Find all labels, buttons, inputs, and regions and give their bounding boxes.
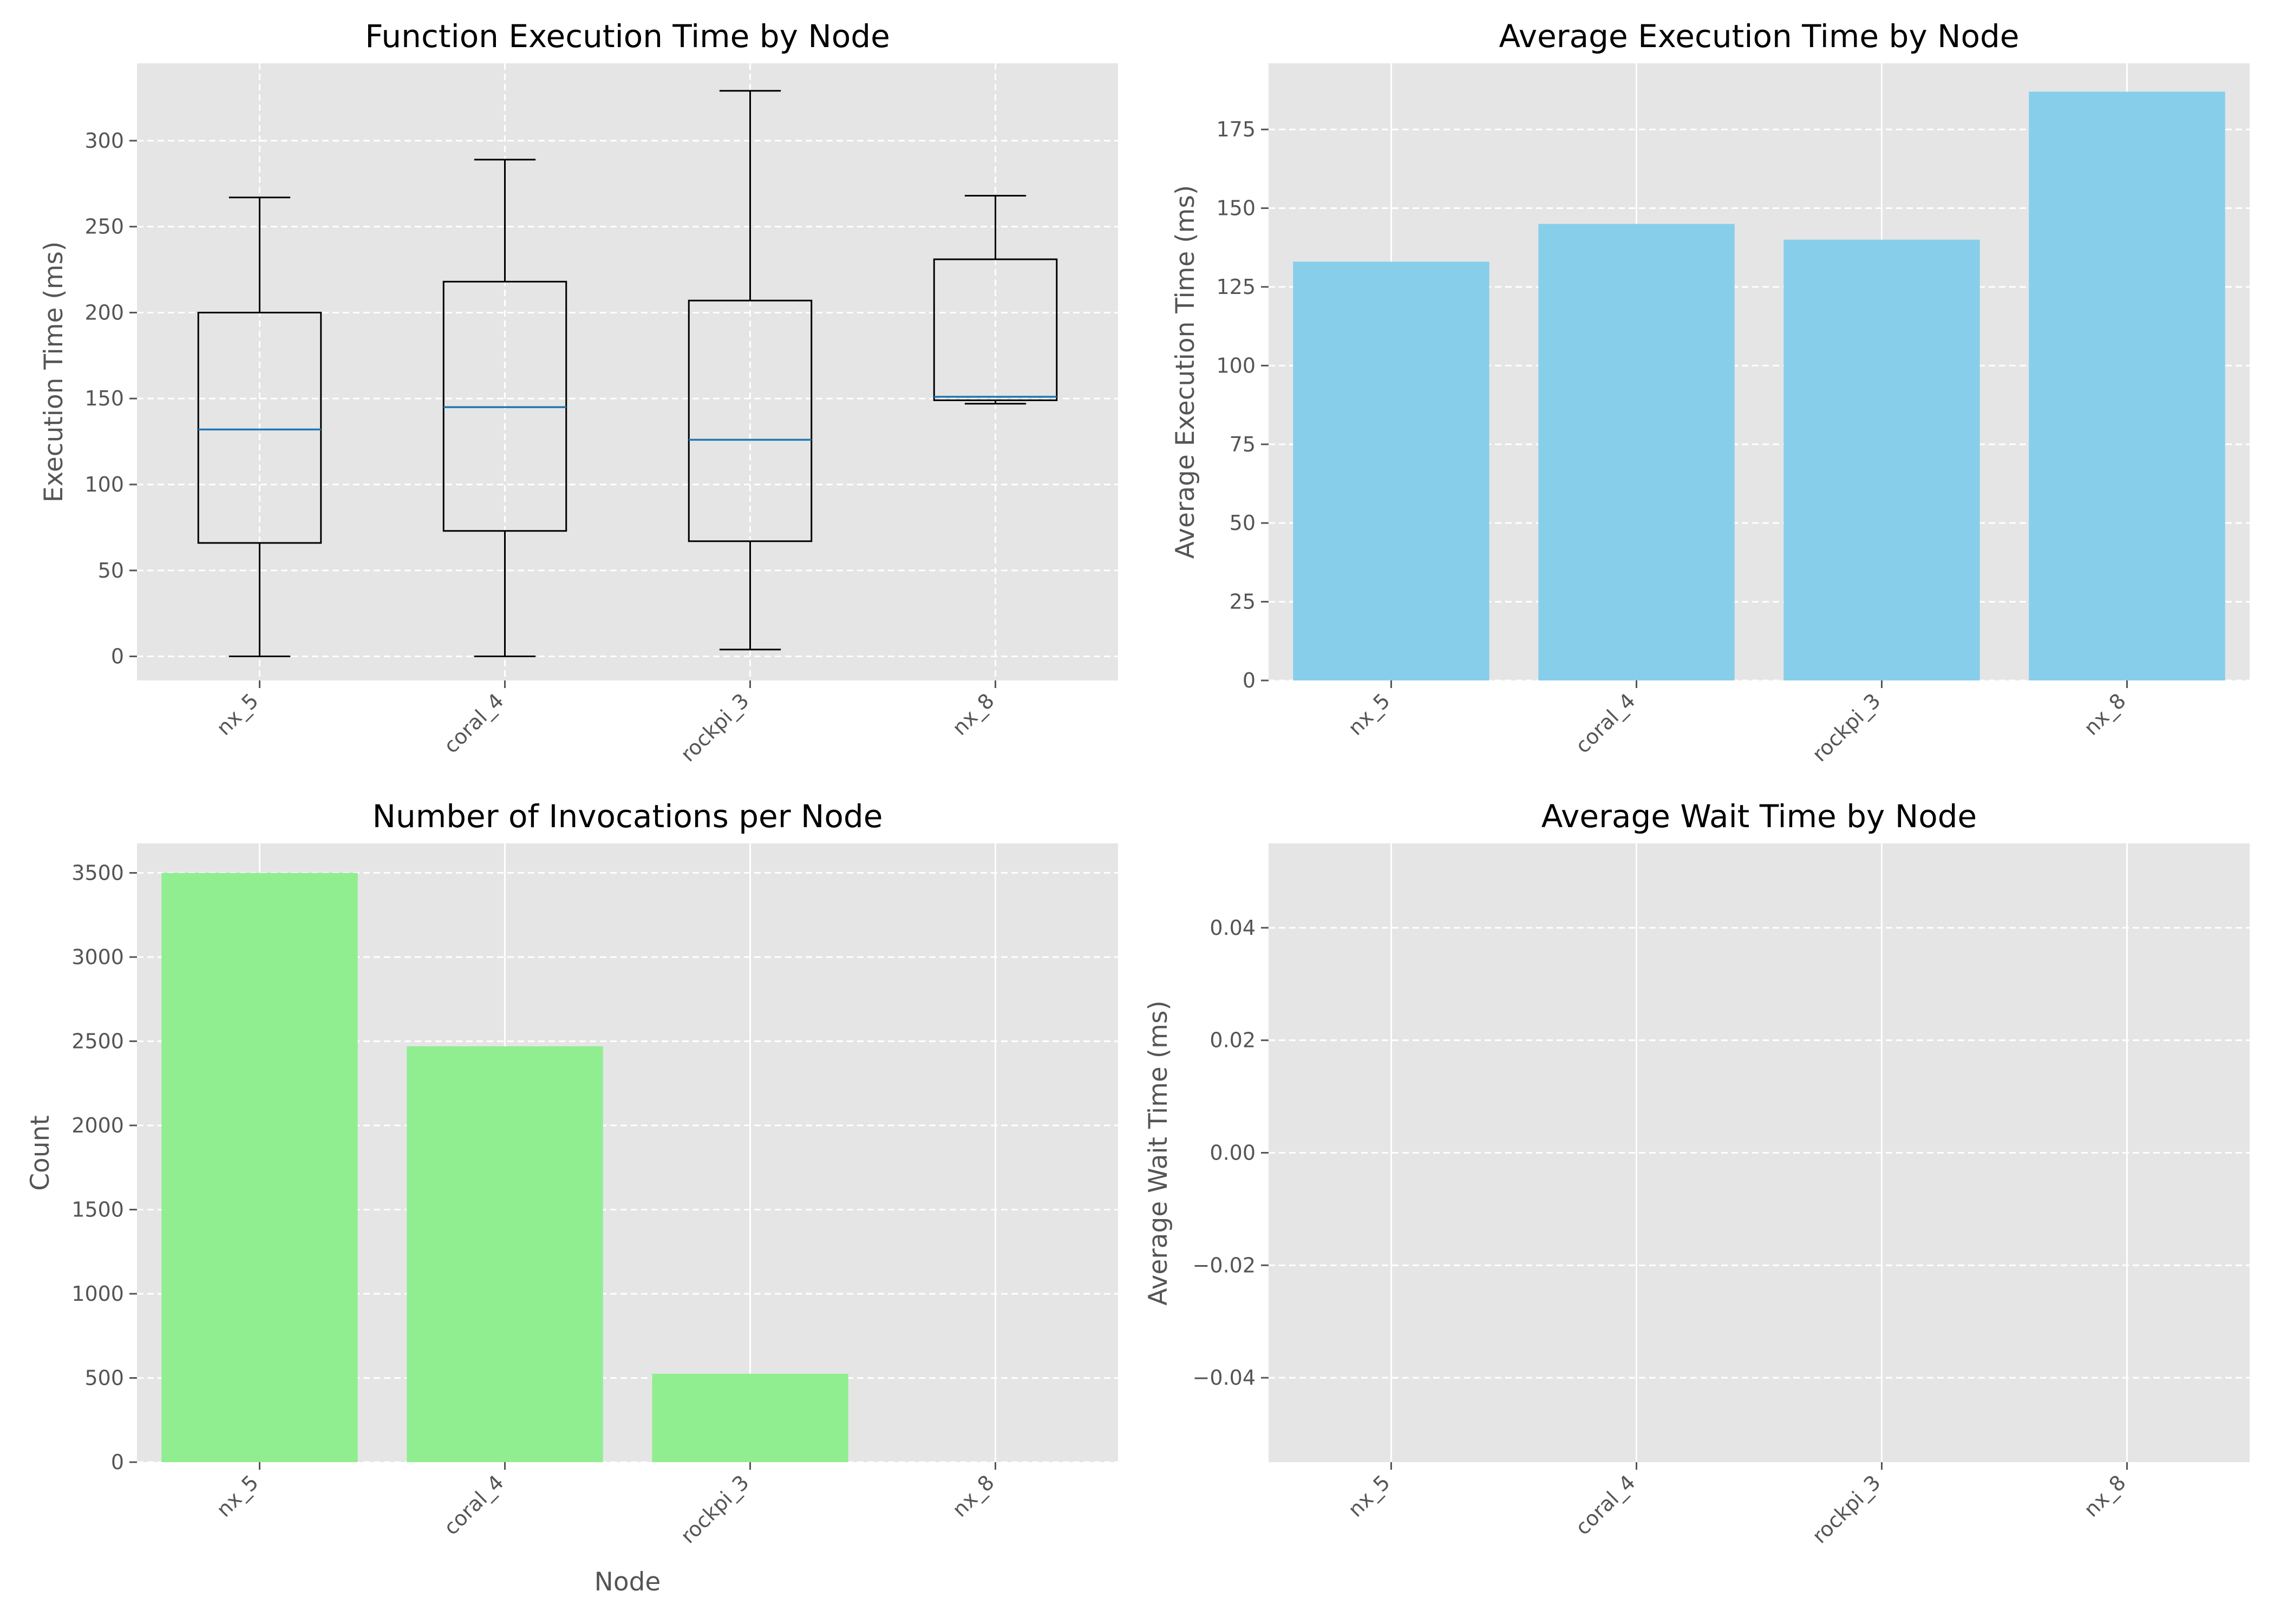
y-tick-label: 0.00: [1210, 1141, 1256, 1165]
x-tick-label: nx_8: [2079, 1470, 2131, 1522]
x-tick-label: coral_4: [1571, 689, 1640, 758]
y-tick-label: 25: [1230, 590, 1256, 614]
y-tick-label: 150: [84, 387, 124, 410]
x-tick-label: rockpi_3: [676, 689, 753, 766]
panel-average-execution-time: nx_5 coral_4 rockpi_3 nx_8 0 25 50 75 100 125 150…: [1171, 18, 2250, 767]
y-tick-label: −0.04: [1193, 1366, 1256, 1390]
box-nx_5: [197, 197, 322, 658]
box-body: [933, 258, 1058, 401]
plot-area-background: [137, 63, 1118, 680]
bar-nx_5: [1293, 261, 1489, 680]
bar-nx_8: [2029, 91, 2225, 681]
x-tick-label: coral_4: [439, 1470, 508, 1540]
y-tick-label: 200: [84, 300, 124, 324]
x-tick-label: coral_4: [1571, 1470, 1640, 1540]
panel-average-wait-time: nx_5 coral_4 rockpi_3 nx_8 −0.04 −0.02 0.00 0.…: [1143, 798, 2250, 1548]
y-tick-label: 1000: [71, 1282, 124, 1306]
x-tick-label: nx_8: [948, 689, 999, 740]
y-tick-label: −0.02: [1193, 1253, 1256, 1277]
panel-invocation-count: nx_5 coral_4 rockpi_3 nx_8 0 500 1000 1500 2000…: [25, 798, 1118, 1597]
y-tick-label: 3500: [71, 861, 124, 885]
y-tick-label: 0.02: [1210, 1029, 1256, 1052]
y-tick-label: 100: [1216, 353, 1256, 377]
y-tick-label: 0: [1243, 669, 1256, 692]
x-tick-label: nx_5: [1343, 1470, 1395, 1522]
box-body: [688, 299, 813, 542]
x-tick-label: nx_8: [948, 1470, 999, 1522]
x-tick-label: rockpi_3: [1807, 689, 1885, 766]
bar-coral_4: [1538, 224, 1735, 680]
bar-rockpi_3: [652, 1373, 848, 1462]
y-tick-label: 0: [111, 645, 124, 669]
y-tick-label: 50: [98, 559, 124, 582]
chart-title: Number of Invocations per Node: [373, 798, 883, 835]
y-tick-label: 75: [1230, 433, 1256, 456]
x-tick-label: nx_8: [2079, 689, 2131, 740]
y-tick-label: 175: [1216, 117, 1256, 141]
bar-rockpi_3: [1783, 239, 1980, 680]
y-tick-label: 500: [84, 1366, 124, 1390]
y-axis-label: Count: [25, 1115, 55, 1191]
bar-coral_4: [407, 1046, 603, 1462]
y-tick-label: 1500: [71, 1197, 124, 1221]
y-tick-label: 0.04: [1210, 916, 1256, 940]
x-tick-label: nx_5: [212, 1470, 263, 1522]
box-nx_8: [933, 195, 1058, 405]
y-tick-label: 100: [84, 473, 124, 496]
x-tick-label: nx_5: [1343, 689, 1395, 740]
x-tick-label: rockpi_3: [676, 1470, 753, 1548]
x-tick-label: rockpi_3: [1807, 1470, 1885, 1548]
box-body: [197, 311, 322, 544]
bar-nx_5: [161, 873, 358, 1462]
y-tick-label: 125: [1216, 275, 1256, 299]
box-rockpi_3: [688, 90, 813, 651]
y-tick-label: 150: [1216, 197, 1256, 220]
x-tick-label: nx_5: [212, 689, 263, 740]
panel-execution-time-boxplot: nx_5 coral_4 rockpi_3 nx_8 0 50 100 150 200 250 3…: [39, 18, 1118, 767]
chart-title: Average Execution Time by Node: [1499, 18, 2020, 55]
box-coral_4: [442, 159, 567, 658]
chart-title: Function Execution Time by Node: [365, 18, 890, 55]
y-tick-label: 2500: [71, 1029, 124, 1053]
y-tick-label: 0: [111, 1450, 124, 1474]
y-tick-label: 3000: [71, 945, 124, 969]
y-axis-label: Average Wait Time (ms): [1143, 1000, 1173, 1306]
y-tick-label: 250: [84, 215, 124, 239]
chart-title: Average Wait Time by Node: [1541, 798, 1977, 835]
x-tick-label: coral_4: [439, 689, 508, 758]
x-axis-label: Node: [594, 1567, 661, 1597]
y-tick-label: 300: [84, 129, 124, 153]
y-tick-label: 50: [1230, 511, 1256, 535]
y-axis-label: Average Execution Time (ms): [1171, 185, 1200, 559]
y-axis-label: Execution Time (ms): [39, 241, 69, 502]
y-tick-label: 2000: [71, 1114, 124, 1137]
